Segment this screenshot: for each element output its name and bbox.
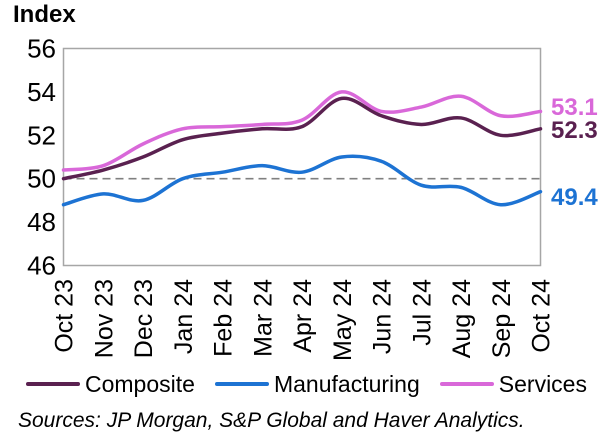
x-tick-label: Dec 23	[130, 279, 158, 358]
legend-item-services: Services	[439, 370, 587, 398]
x-tick-label: Oct 24	[528, 279, 556, 353]
x-tick-label: Mar 24	[249, 279, 277, 357]
x-tick-label: Nov 23	[90, 279, 118, 358]
legend-label-manufacturing: Manufacturing	[273, 370, 420, 397]
chart-title: Index	[13, 1, 76, 28]
y-tick-label: 56	[27, 34, 56, 64]
x-tick-label: Feb 24	[210, 279, 238, 357]
composite-line-swatch	[26, 382, 80, 386]
x-tick-label: Jul 24	[408, 279, 436, 346]
plot-border	[62, 47, 542, 267]
services-end-label: 53.1	[551, 94, 598, 121]
legend-label-services: Services	[498, 370, 587, 397]
x-tick-label: Aug 24	[448, 279, 476, 358]
x-tick-label: Jan 24	[170, 279, 198, 354]
series-line-manufacturing	[61, 154, 543, 207]
series-line-services	[61, 90, 543, 172]
x-tick-label: Jun 24	[369, 279, 397, 354]
composite-end-label: 52.3	[551, 117, 598, 144]
y-tick-label: 50	[27, 164, 56, 194]
manufacturing-line-swatch	[214, 382, 269, 386]
legend-label-composite: Composite	[85, 370, 195, 397]
series-line-composite	[61, 96, 543, 181]
source-note: Sources: JP Morgan, S&P Global and Haver…	[18, 409, 525, 432]
legend-item-manufacturing: Manufacturing	[214, 370, 420, 398]
legend-item-composite: Composite	[26, 371, 195, 398]
y-tick-label: 46	[27, 251, 56, 281]
y-tick-label: 54	[27, 77, 56, 107]
y-tick-label: 48	[27, 207, 56, 237]
x-tick-label: Apr 24	[289, 279, 317, 353]
x-tick-label: May 24	[329, 279, 357, 361]
x-tick-label: Oct 23	[51, 279, 79, 353]
services-line-swatch	[439, 382, 494, 386]
x-tick-label: Sep 24	[488, 279, 516, 358]
manufacturing-end-label: 49.4	[551, 184, 598, 211]
y-tick-label: 52	[27, 120, 56, 150]
legend: Composite Manufacturing Services	[26, 369, 587, 399]
